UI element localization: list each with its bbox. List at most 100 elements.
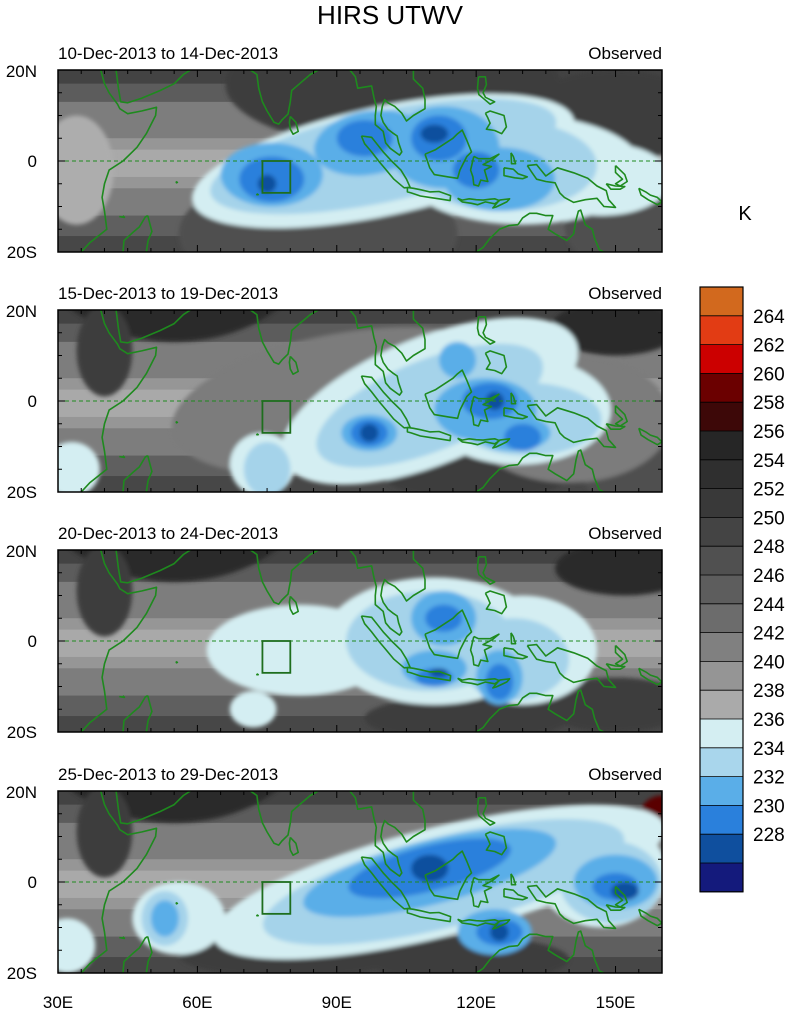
coastline — [614, 405, 628, 427]
colorbar-swatch — [700, 517, 743, 547]
lat-label: 20N — [6, 542, 37, 561]
panel-ticks — [57, 69, 663, 253]
panel-date-range: 15-Dec-2013 to 19-Dec-2013 — [58, 284, 278, 303]
coastline — [510, 632, 517, 645]
figure-title: HIRS UTWV — [317, 0, 464, 30]
coastline — [457, 918, 501, 927]
lat-label: 0 — [28, 152, 37, 171]
coastline — [526, 403, 617, 449]
coastline — [119, 695, 126, 699]
lat-label: 20S — [7, 243, 37, 262]
coastline — [638, 667, 662, 686]
colorbar-swatch — [700, 344, 743, 374]
coastline — [503, 888, 529, 901]
coastline — [517, 930, 605, 973]
coastline — [145, 455, 153, 492]
coastline — [406, 186, 452, 202]
region-box — [261, 640, 292, 674]
coastline — [492, 678, 511, 689]
coastline — [605, 183, 626, 190]
contour-cell — [438, 341, 477, 379]
coastline — [229, 550, 319, 605]
coastline — [476, 797, 496, 826]
coastline — [80, 310, 158, 492]
coastline — [145, 695, 153, 732]
colorbar-label: 240 — [753, 652, 785, 673]
colorbar-label: 262 — [753, 336, 785, 357]
colorbar-swatch — [700, 488, 743, 518]
coastline — [288, 595, 299, 615]
colorbar-swatch — [700, 863, 743, 893]
lat-label: 0 — [28, 392, 37, 411]
coastline — [492, 198, 511, 209]
colorbar-swatch — [700, 546, 743, 576]
panel-observed-label: Observed — [588, 44, 662, 63]
coastline — [638, 187, 662, 206]
coastline — [256, 673, 259, 676]
coastline — [526, 884, 617, 930]
coastline — [145, 215, 153, 252]
longitude-axis: 30E 60E 90E 120E 150E — [43, 993, 636, 1012]
coastline — [476, 316, 496, 345]
lon-label: 60E — [182, 993, 212, 1012]
map-panel-3: 20-Dec-2013 to 24-Dec-2013 Observed 20N 0 20… — [6, 524, 663, 742]
coastline — [119, 215, 126, 219]
coastline — [341, 550, 426, 636]
lon-label: 90E — [322, 993, 352, 1012]
coastline — [288, 355, 299, 375]
coastlines — [80, 310, 662, 492]
contour-cell — [485, 663, 514, 701]
colorbar-label: 252 — [753, 480, 785, 501]
coastline — [145, 936, 153, 973]
coastline — [614, 644, 628, 667]
panel-date-range: 25-Dec-2013 to 29-Dec-2013 — [58, 765, 278, 784]
contour-cell — [58, 115, 114, 225]
colorbar-swatch — [700, 402, 743, 432]
contour-cell — [243, 441, 291, 492]
coastline — [484, 350, 508, 375]
coastline — [484, 110, 508, 135]
coastline — [469, 393, 500, 427]
coastlines — [80, 791, 662, 973]
coastline — [638, 908, 662, 927]
coastline — [638, 427, 662, 446]
coastline — [517, 209, 605, 252]
coastline — [80, 70, 158, 252]
coastline — [484, 831, 508, 856]
coastline — [256, 433, 259, 436]
coastline — [175, 180, 179, 184]
coastline — [510, 873, 517, 886]
contour-cell — [550, 310, 662, 356]
coastline — [517, 449, 605, 492]
coastline — [175, 660, 179, 664]
coastline — [469, 153, 500, 187]
colorbar-swatch — [700, 632, 743, 662]
coastline — [457, 197, 501, 206]
colorbar-label: 264 — [753, 307, 785, 328]
lon-label: 120E — [456, 993, 496, 1012]
coastline — [475, 944, 519, 973]
region-box — [261, 400, 292, 434]
coastline — [115, 310, 191, 344]
coastline — [288, 836, 299, 856]
lat-label: 0 — [28, 873, 37, 892]
coastline — [457, 677, 501, 686]
contour-field — [58, 550, 662, 732]
colorbar-swatch — [700, 603, 743, 634]
coastline — [503, 167, 529, 180]
colorbar-label: 248 — [753, 537, 785, 558]
coastline — [80, 550, 158, 732]
coastline — [605, 904, 626, 911]
colorbar-swatch — [700, 373, 743, 403]
colorbar-swatch — [700, 747, 743, 778]
colorbar-label: 256 — [753, 422, 785, 443]
coastline — [175, 901, 179, 905]
coastline — [517, 689, 605, 732]
coastline — [424, 369, 473, 420]
colorbar-label: 260 — [753, 364, 785, 385]
contour-cell — [114, 0, 281, 47]
coastline — [229, 70, 319, 125]
coastline — [229, 310, 319, 365]
colorbar-label: 254 — [753, 451, 785, 472]
region-box — [261, 881, 292, 915]
